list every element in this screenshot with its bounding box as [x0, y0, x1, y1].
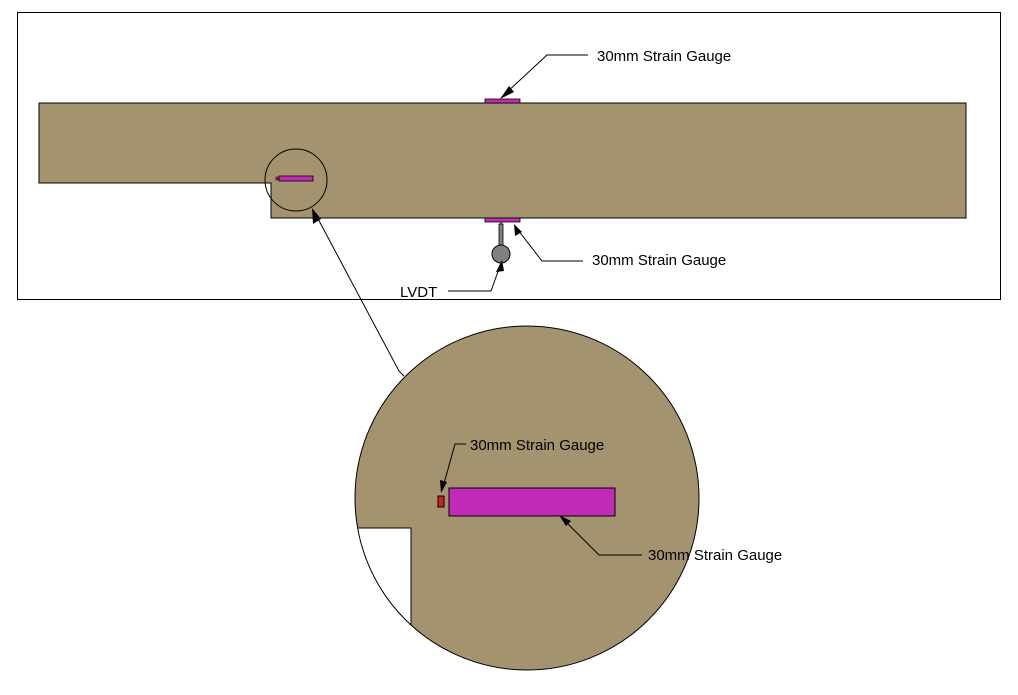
label-lvdt: LVDT	[400, 284, 437, 301]
detail-small-strain-gauge	[437, 495, 445, 508]
leader-detail-view	[312, 208, 405, 377]
top-strain-gauge	[484, 98, 521, 104]
leader-bottom-gauge	[514, 224, 583, 262]
label-detail-large-gauge: 30mm Strain Gauge	[648, 547, 782, 564]
label-bottom-strain-gauge: 30mm Strain Gauge	[592, 252, 726, 269]
label-top-strain-gauge: 30mm Strain Gauge	[597, 48, 731, 65]
lvdt-sensor	[491, 222, 511, 264]
notch-tip-small-gauge	[275, 176, 279, 181]
leader-top-gauge	[500, 54, 588, 99]
detail-large-strain-gauge	[448, 487, 616, 517]
leader-detail-small-gauge	[440, 443, 466, 493]
notch-tip-strain-gauge	[278, 175, 314, 182]
label-detail-small-gauge: 30mm Strain Gauge	[470, 437, 604, 454]
bottom-strain-gauge	[484, 217, 521, 223]
detail-reference-circle	[264, 148, 328, 212]
leader-detail-large-gauge	[559, 515, 642, 556]
leader-lvdt	[448, 260, 504, 292]
notched-beam	[38, 102, 967, 219]
detail-view	[354, 325, 700, 671]
